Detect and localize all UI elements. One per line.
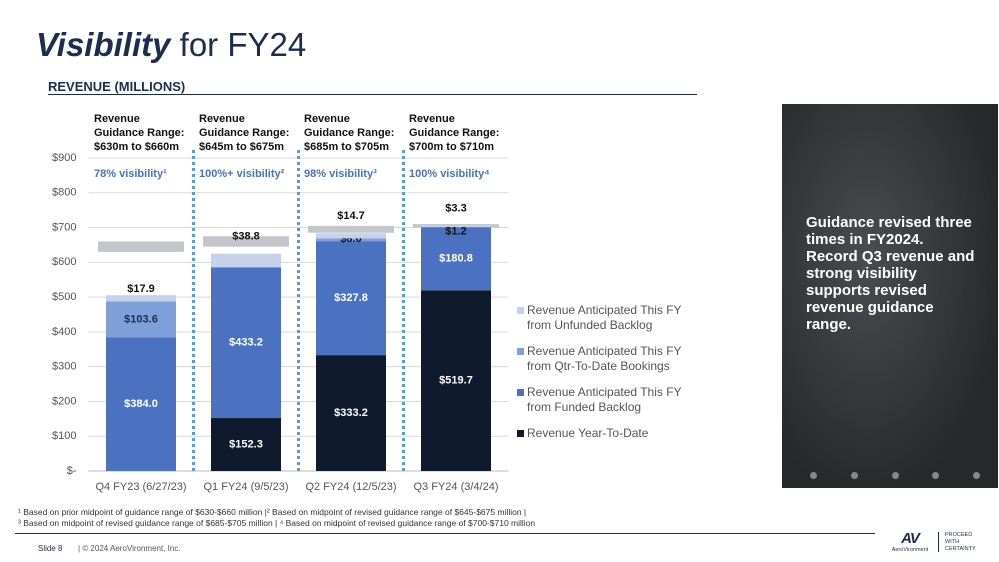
value-label: $103.6	[124, 313, 158, 325]
bar-segment	[421, 290, 491, 471]
slide-title: Visibility for FY24	[36, 26, 306, 64]
callout-text: Guidance revised three times in FY2024. …	[806, 214, 975, 333]
y-tick-label: $200	[52, 395, 76, 407]
legend-swatch	[517, 348, 524, 355]
x-tick-label: Q1 FY24 (9/5/23)	[204, 481, 289, 493]
bar-segment	[106, 337, 176, 471]
y-tick-label: $100	[52, 430, 76, 442]
y-tick-label: $600	[52, 256, 76, 268]
value-label: $14.7	[337, 210, 365, 222]
legend-swatch	[517, 307, 524, 314]
footnotes: ¹ Based on prior midpoint of guidance ra…	[18, 507, 535, 529]
value-label: $180.8	[439, 253, 473, 265]
title-bold: Visibility	[36, 26, 171, 63]
logo-mark: AV	[901, 530, 920, 547]
value-label: $17.9	[127, 283, 155, 295]
slide-number: Slide 8	[38, 544, 63, 553]
y-tick-label: $900	[52, 152, 76, 164]
y-tick-label: $300	[52, 361, 76, 373]
logo-name: AeroVironment	[891, 547, 929, 553]
legend-swatch	[517, 389, 524, 396]
title-rule	[48, 94, 697, 95]
y-tick-label: $700	[52, 221, 76, 233]
footnote: ¹ Based on prior midpoint of guidance ra…	[18, 507, 527, 517]
guidance-range	[98, 241, 184, 252]
bar-segment	[421, 227, 491, 291]
bar-segment	[316, 233, 386, 239]
y-tick-label: $500	[52, 291, 76, 303]
value-label: $152.3	[229, 438, 263, 450]
y-tick-label: $-	[67, 465, 77, 477]
logo: AV AeroVironment	[886, 530, 934, 553]
x-tick-label: Q3 FY24 (3/4/24)	[414, 481, 499, 493]
tagline: PROCEED WITH CERTAINTY	[945, 532, 976, 552]
bar-segment	[316, 355, 386, 471]
value-label: $519.7	[439, 375, 473, 387]
value-label: $1.2	[445, 226, 466, 238]
copyright: | © 2024 AeroVironment, Inc.	[78, 544, 181, 553]
logo-divider	[938, 532, 939, 552]
guidance-range	[203, 236, 289, 247]
y-tick-label: $800	[52, 187, 76, 199]
x-tick-label: Q2 FY24 (12/5/23)	[305, 481, 396, 493]
y-tick-label: $400	[52, 326, 76, 338]
value-label: $384.0	[124, 398, 158, 410]
legend-swatch	[517, 430, 524, 437]
value-label: $3.3	[445, 203, 466, 215]
value-label: $38.8	[232, 231, 260, 243]
title-rest: for FY24	[170, 26, 307, 63]
footnote: ³ Based on midpoint of revised guidance …	[18, 518, 536, 528]
bar-segment	[421, 225, 491, 227]
x-tick-label: Q4 FY23 (6/27/23)	[95, 481, 186, 493]
bar-segment	[106, 295, 176, 302]
value-label: $327.8	[334, 292, 368, 304]
bar-segment	[316, 238, 386, 242]
callout-panel: Guidance revised three times in FY2024. …	[782, 104, 998, 488]
value-label: $333.2	[334, 407, 368, 419]
chart-title: REVENUE (MILLIONS)	[48, 79, 186, 94]
bar-segment	[316, 241, 386, 356]
bar-segment	[211, 418, 281, 471]
value-label: $433.2	[229, 337, 263, 349]
guidance-range	[308, 225, 394, 233]
rivets	[810, 472, 980, 479]
bar-segment	[106, 301, 176, 338]
footer-rule	[15, 533, 875, 534]
bar-segment	[211, 253, 281, 268]
bar-segment	[211, 267, 281, 419]
